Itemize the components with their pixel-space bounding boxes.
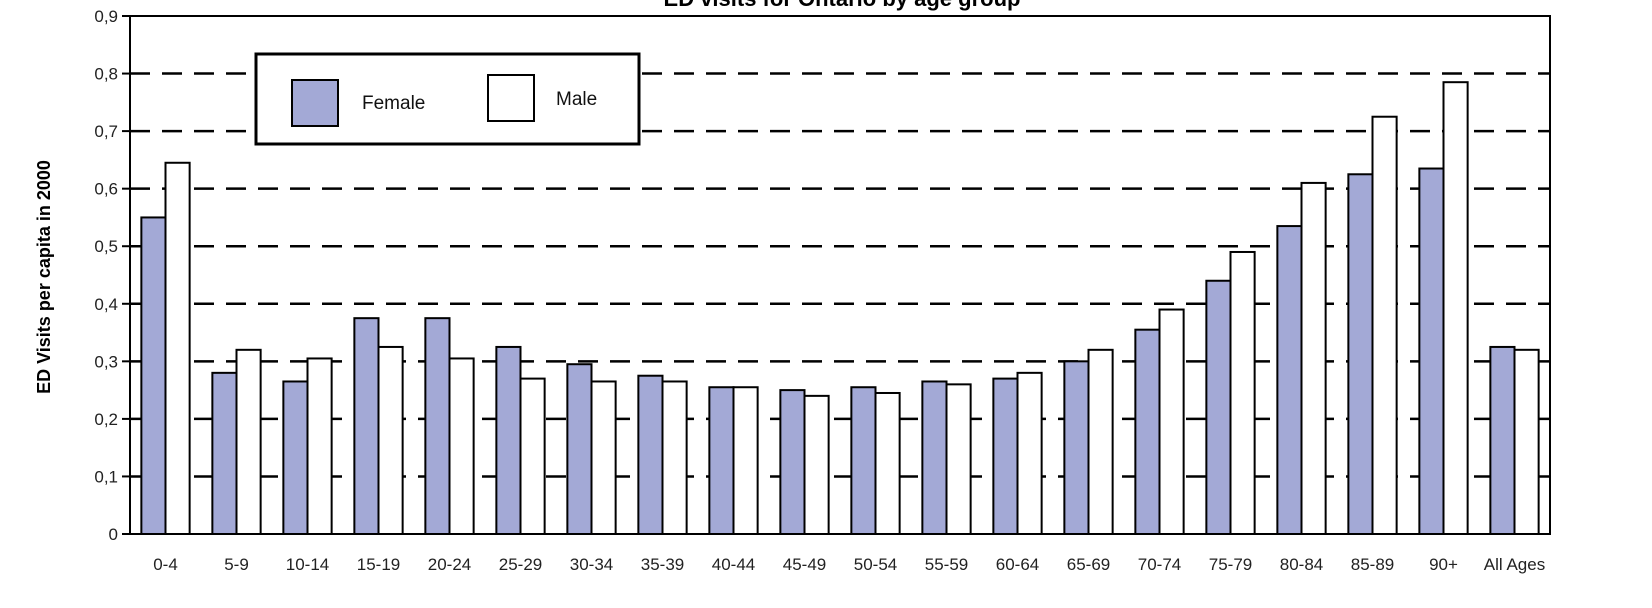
bar-female-12 xyxy=(992,377,1019,535)
bar-female-11 xyxy=(921,380,948,535)
bar-male-9 xyxy=(803,394,830,535)
y-tick-label: 0,6 xyxy=(94,180,118,199)
x-tick-label: 55-59 xyxy=(925,555,968,574)
y-tick-label: 0,3 xyxy=(94,352,118,371)
y-tick-label: 0,5 xyxy=(94,237,118,256)
x-tick-label: 90+ xyxy=(1429,555,1458,574)
bar-male-13 xyxy=(1087,348,1114,536)
bar-male-17 xyxy=(1371,115,1398,535)
x-tick-label: 30-34 xyxy=(570,555,613,574)
x-tick-label: All Ages xyxy=(1484,555,1545,574)
y-tick-label: 0,8 xyxy=(94,65,118,84)
bar-male-3 xyxy=(377,345,404,536)
bar-male-10 xyxy=(874,391,901,535)
bar-female-7 xyxy=(637,374,664,535)
x-tick-label: 45-49 xyxy=(783,555,826,574)
bar-female-16 xyxy=(1276,225,1303,535)
y-axis-label: ED Visits per capita in 2000 xyxy=(34,160,54,394)
legend: Female Male xyxy=(254,52,641,146)
bar-male-12 xyxy=(1016,371,1043,535)
legend-label-male: Male xyxy=(556,89,597,110)
bar-female-10 xyxy=(850,386,877,535)
x-tick-label: 50-54 xyxy=(854,555,897,574)
x-tick-label: 80-84 xyxy=(1280,555,1323,574)
x-tick-label: 10-14 xyxy=(286,555,329,574)
y-tick-label: 0,7 xyxy=(94,122,118,141)
bar-female-18 xyxy=(1418,167,1445,535)
bar-male-6 xyxy=(590,380,617,535)
y-tick-label: 0,2 xyxy=(94,410,118,429)
x-tick-label: 65-69 xyxy=(1067,555,1110,574)
bar-male-8 xyxy=(732,386,759,535)
bar-female-15 xyxy=(1205,279,1232,535)
x-tick-label: 70-74 xyxy=(1138,555,1181,574)
bar-male-7 xyxy=(661,380,688,535)
x-axis-ticks: 0-4 5-9 10-14 15-19 20-24 25-29 30-34 35-39 40-4… xyxy=(153,555,1545,574)
bar-female-4 xyxy=(424,317,451,535)
legend-box xyxy=(254,52,641,146)
x-tick-label: 0-4 xyxy=(153,555,178,574)
y-axis-ticks: 0 0,1 0,2 0,3 0,4 0,5 0,6 0,7 0,8 0,9 xyxy=(94,7,130,544)
bar-male-15 xyxy=(1229,250,1256,535)
legend-swatch-male xyxy=(487,74,535,122)
x-tick-label: 75-79 xyxy=(1209,555,1252,574)
bar-female-19 xyxy=(1489,345,1516,536)
bar-female-3 xyxy=(353,317,380,535)
bar-male-16 xyxy=(1300,181,1327,536)
bar-female-1 xyxy=(211,371,238,535)
bar-female-17 xyxy=(1347,173,1374,535)
bar-female-0 xyxy=(140,216,167,535)
bar-female-13 xyxy=(1063,360,1090,536)
x-tick-label: 40-44 xyxy=(712,555,755,574)
legend-label-female: Female xyxy=(362,93,425,114)
x-tick-label: 35-39 xyxy=(641,555,684,574)
bar-male-2 xyxy=(306,357,333,536)
y-tick-label: 0,9 xyxy=(94,7,118,26)
bar-male-1 xyxy=(235,348,262,536)
bar-male-14 xyxy=(1158,308,1185,535)
bar-female-8 xyxy=(708,386,735,535)
x-tick-label: 25-29 xyxy=(499,555,542,574)
bar-male-5 xyxy=(519,377,546,535)
legend-swatch-female xyxy=(291,79,339,127)
bar-female-9 xyxy=(779,389,806,535)
y-tick-label: 0 xyxy=(109,525,118,544)
x-tick-label: 60-64 xyxy=(996,555,1039,574)
bar-male-0 xyxy=(164,161,191,535)
bar-male-18 xyxy=(1442,81,1469,535)
bar-male-19 xyxy=(1513,348,1540,536)
x-tick-label: 85-89 xyxy=(1351,555,1394,574)
y-tick-label: 0,1 xyxy=(94,467,118,486)
bar-female-2 xyxy=(282,380,309,535)
bar-female-14 xyxy=(1134,328,1161,535)
y-tick-label: 0,4 xyxy=(94,295,118,314)
x-tick-label: 20-24 xyxy=(428,555,471,574)
x-tick-label: 5-9 xyxy=(224,555,249,574)
bar-female-6 xyxy=(566,363,593,536)
bar-male-4 xyxy=(448,357,475,536)
chart-title: ED visits for Ontario by age group xyxy=(664,0,1021,11)
plot-frame xyxy=(129,15,1551,535)
x-tick-label: 15-19 xyxy=(357,555,400,574)
bars xyxy=(140,81,1540,536)
bar-male-11 xyxy=(945,383,972,535)
bar-female-5 xyxy=(495,345,522,536)
